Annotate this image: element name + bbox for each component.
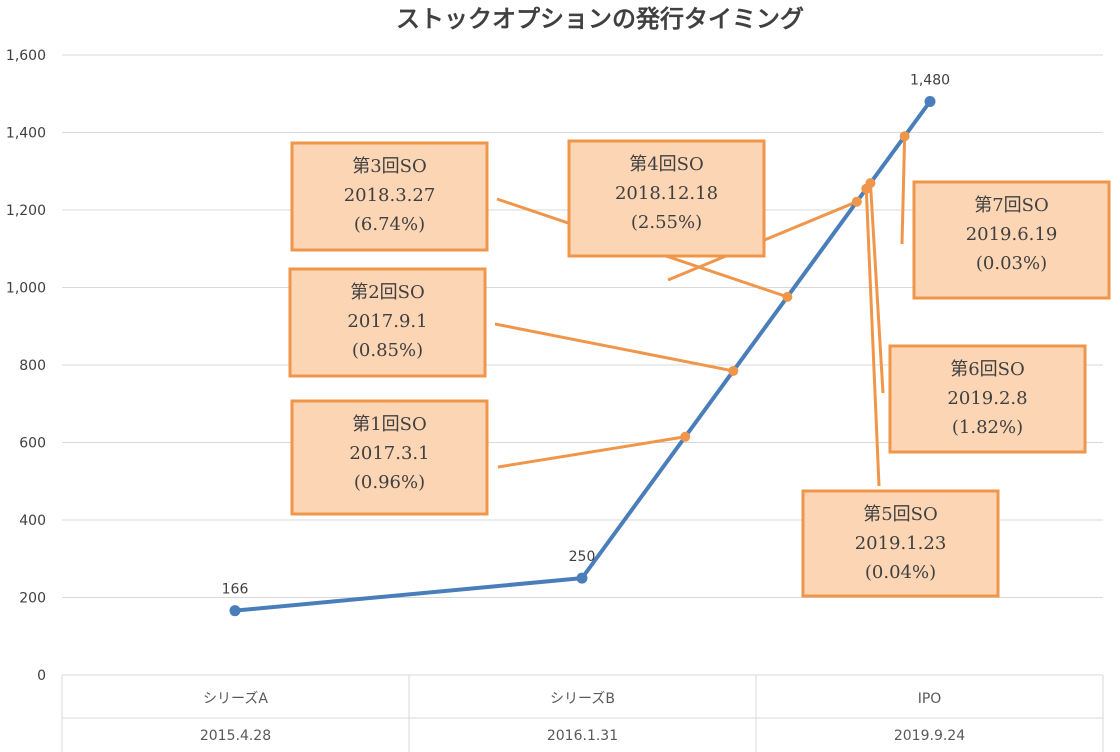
data-label: 1,480 [910, 73, 950, 89]
callout-rect [567, 139, 766, 258]
y-tick-label: 1,200 [6, 203, 46, 219]
callout-text: 第5回SO [863, 504, 938, 525]
callout-box: 第3回SO 2018.3.27 (6.74%) [290, 141, 489, 252]
callout-point [680, 431, 691, 442]
y-tick-label: 1,400 [6, 126, 46, 142]
y-tick-label: 1,600 [6, 48, 46, 64]
callout-leader [494, 322, 734, 373]
callout-box: 第5回SO 2019.1.23 (0.04%) [801, 489, 1000, 598]
callout-text: 第3回SO [352, 156, 427, 177]
callout-box: 第7回SO 2019.6.19 (0.03%) [912, 180, 1111, 300]
y-tick-label: 600 [19, 436, 46, 452]
callout-box: 第6回SO 2019.2.8 (1.82%) [888, 344, 1087, 454]
callout-box: 第2回SO 2017.9.1 (0.85%) [288, 267, 487, 378]
category-label: シリーズB [550, 691, 615, 707]
callout-rect [801, 489, 1000, 598]
callout-text: (2.55%) [631, 212, 702, 233]
data-label: 166 [222, 582, 249, 598]
category-date: 2015.4.28 [200, 728, 271, 744]
category-date: 2019.9.24 [894, 728, 965, 744]
series-line: 166 250 1,480 [222, 73, 950, 617]
callout-text: 第2回SO [350, 282, 425, 303]
y-axis: 0 200 400 600 800 1,000 1,200 1,400 1,600 [6, 48, 46, 684]
callout-leader [868, 182, 885, 394]
callout-rect [888, 344, 1087, 454]
callout-text: 第6回SO [950, 359, 1025, 380]
y-tick-label: 400 [19, 513, 46, 529]
callout-text: 第4回SO [629, 154, 704, 175]
callouts: 第1回SO 2017.3.1 (0.96%) 第2回SO 2017.9.1 (0.85%)… [288, 139, 1111, 598]
y-tick-label: 1,000 [6, 281, 46, 297]
callout-rect [288, 267, 487, 378]
chart-title: ストックオプションの発行タイミング [396, 5, 804, 33]
callout-text: (1.82%) [952, 417, 1023, 438]
y-tick-label: 0 [37, 668, 46, 684]
callout-point [782, 291, 793, 302]
callout-text: (0.96%) [354, 472, 425, 493]
category-label: IPO [918, 691, 942, 707]
callout-text: (0.03%) [976, 253, 1047, 274]
callout-text: 2019.1.23 [855, 533, 947, 554]
callout-text: (6.74%) [354, 214, 425, 235]
data-label: 250 [569, 549, 596, 565]
callout-leader [497, 435, 686, 469]
callout-rect [912, 180, 1111, 300]
gridlines [62, 54, 1103, 676]
callout-point [865, 178, 876, 189]
callout-text: 第7回SO [974, 195, 1049, 216]
x-axis-table: シリーズA 2015.4.28 シリーズB 2016.1.31 IPO 2019.9.24 [61, 674, 1104, 752]
callout-text: 2017.3.1 [349, 443, 429, 464]
y-tick-label: 800 [19, 358, 46, 374]
callout-point [851, 196, 862, 207]
data-point [229, 605, 241, 617]
category-date: 2016.1.31 [547, 728, 618, 744]
callout-text: (0.04%) [865, 562, 936, 583]
callout-text: 2018.3.27 [344, 185, 436, 206]
callout-box: 第4回SO 2018.12.18 (2.55%) [567, 139, 766, 258]
callout-text: 2017.9.1 [347, 311, 427, 332]
callout-point [728, 365, 739, 376]
callout-text: (0.85%) [352, 340, 423, 361]
data-point [924, 96, 936, 107]
callout-text: 第1回SO [352, 414, 427, 435]
callout-rect [290, 141, 489, 252]
data-point [576, 572, 588, 584]
callout-text: 2019.6.19 [966, 224, 1058, 245]
callout-leader [864, 188, 881, 487]
callout-text: 2019.2.8 [947, 388, 1027, 409]
callout-text: 2018.12.18 [615, 183, 718, 204]
callout-box: 第1回SO 2017.3.1 (0.96%) [290, 399, 489, 516]
callout-rect [290, 399, 489, 516]
callout-point [899, 131, 910, 142]
callout-leader [900, 136, 907, 245]
category-label: シリーズA [203, 691, 268, 707]
y-tick-label: 200 [19, 591, 46, 607]
